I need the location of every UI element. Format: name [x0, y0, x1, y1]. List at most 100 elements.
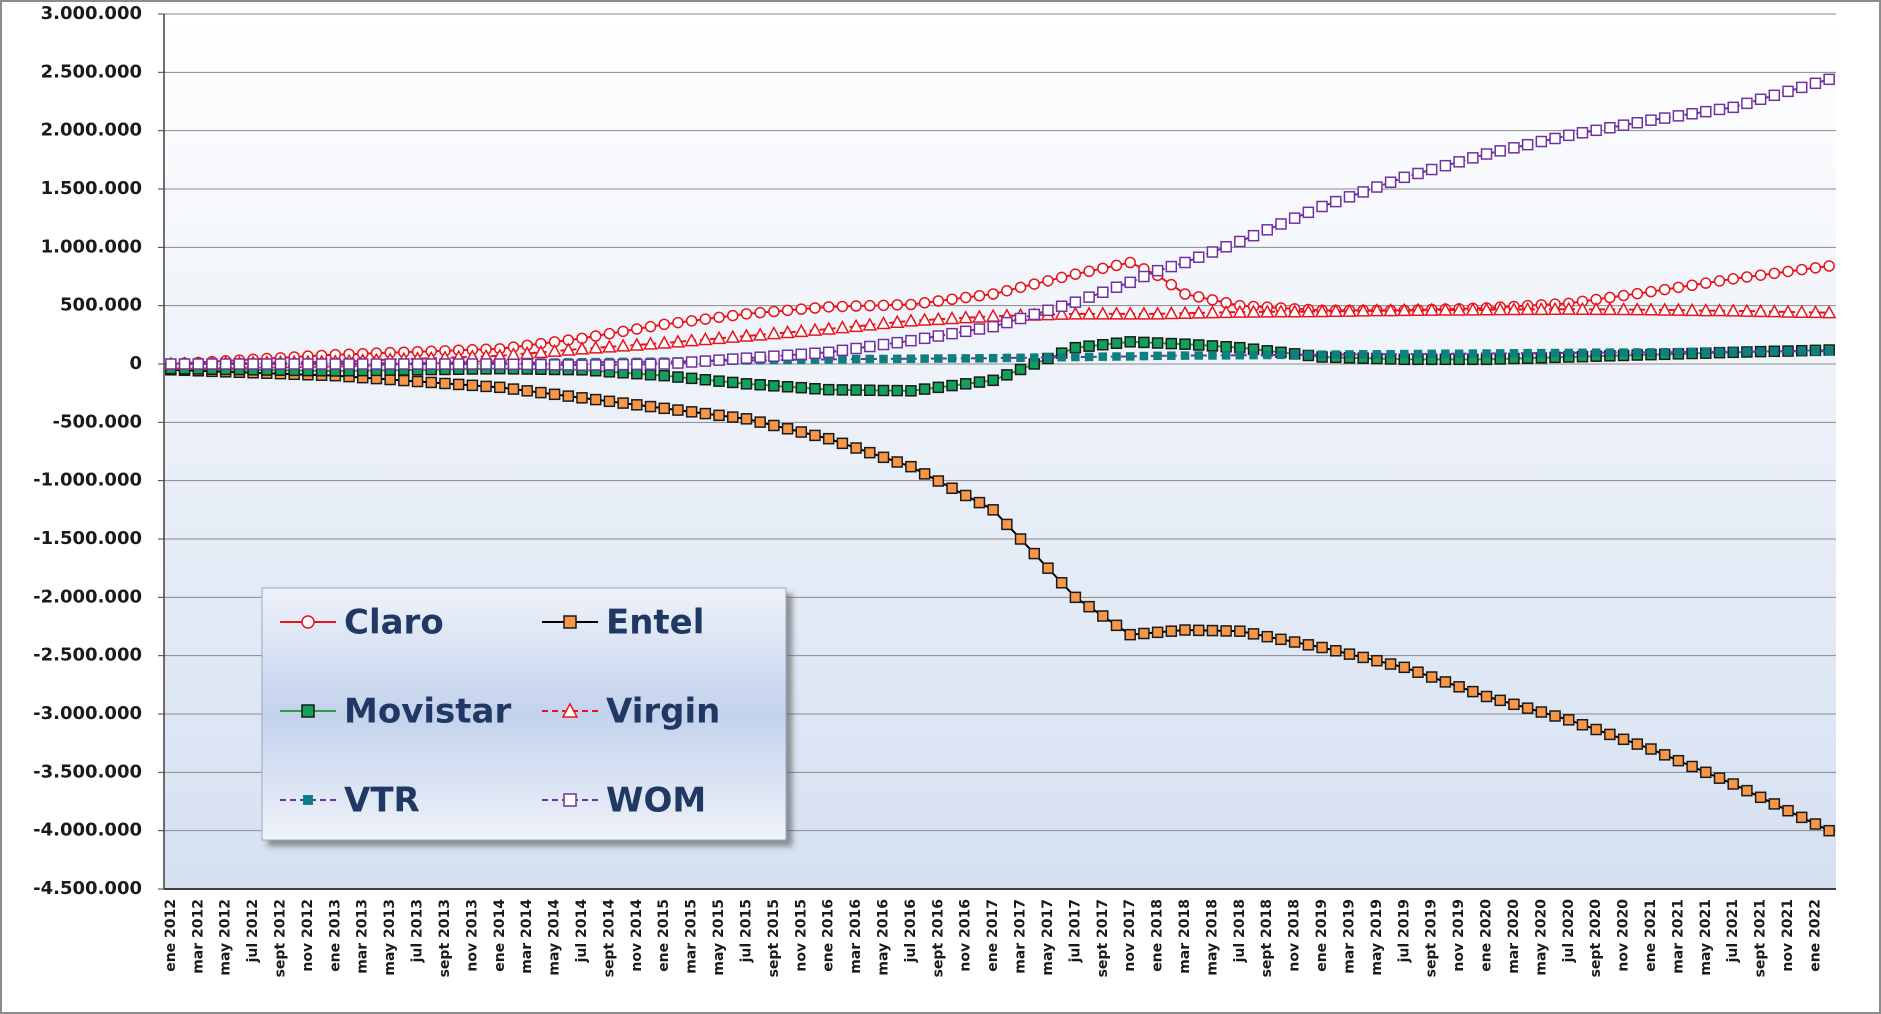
point	[1753, 303, 1768, 318]
point	[411, 375, 424, 388]
point	[1055, 300, 1068, 312]
point	[1124, 256, 1136, 269]
point	[795, 303, 808, 315]
point	[740, 378, 753, 390]
point	[603, 359, 616, 371]
point	[835, 320, 850, 334]
x-tick-label: mar 2021	[1670, 899, 1686, 974]
point	[1508, 698, 1520, 711]
point	[1631, 287, 1644, 300]
point	[1206, 246, 1219, 258]
point	[1139, 351, 1149, 361]
y-tick-label: 1.000.000	[41, 236, 142, 257]
point	[1712, 303, 1727, 317]
point	[1823, 260, 1835, 272]
point	[1617, 733, 1630, 746]
point	[1575, 301, 1590, 316]
point	[1355, 303, 1371, 317]
point	[1220, 340, 1232, 353]
point	[1561, 301, 1577, 315]
x-tick-label: nov 2015	[793, 899, 809, 972]
y-tick-label: -2.500.000	[33, 645, 142, 666]
point	[822, 346, 835, 359]
point	[1823, 824, 1835, 837]
point	[1739, 303, 1755, 317]
point	[1821, 305, 1837, 319]
point	[1055, 271, 1068, 284]
point	[1578, 348, 1587, 358]
point	[658, 369, 670, 382]
point	[617, 358, 629, 371]
x-tick-label: nov 2012	[300, 899, 316, 972]
point	[781, 349, 794, 361]
point	[862, 317, 878, 331]
point	[865, 354, 875, 364]
point	[1672, 754, 1685, 767]
point	[1055, 577, 1068, 589]
point	[603, 327, 616, 340]
x-tick-label: nov 2014	[629, 899, 645, 972]
point	[658, 358, 670, 370]
point	[1028, 278, 1041, 290]
point	[1686, 108, 1698, 120]
point	[1110, 337, 1123, 349]
y-tick-label: -3.500.000	[33, 761, 142, 782]
x-tick-label: sept 2019	[1424, 899, 1440, 977]
point	[329, 358, 342, 370]
point	[562, 390, 575, 402]
point	[1809, 77, 1822, 90]
point	[1482, 349, 1491, 358]
point	[1083, 340, 1095, 352]
point	[836, 384, 849, 396]
point	[1795, 81, 1808, 94]
point	[931, 311, 946, 326]
point	[1671, 302, 1686, 316]
point	[768, 350, 780, 362]
point	[1097, 610, 1109, 622]
x-tick-label: nov 2020	[1616, 899, 1632, 972]
point	[781, 304, 794, 317]
point	[891, 336, 903, 349]
point	[1330, 645, 1342, 657]
point	[906, 354, 916, 363]
point	[507, 383, 520, 395]
x-tick-label: mar 2014	[519, 899, 535, 974]
point	[1083, 600, 1095, 613]
x-tick-label: ene 2016	[821, 899, 837, 972]
point	[946, 327, 958, 340]
point	[739, 328, 754, 342]
point	[1713, 103, 1726, 116]
x-tick-label: jul 2015	[738, 899, 754, 963]
point	[1479, 302, 1494, 316]
point	[658, 318, 670, 331]
point	[1713, 772, 1726, 784]
point	[918, 332, 931, 345]
point	[1042, 562, 1054, 574]
point	[1549, 132, 1561, 145]
point	[1451, 302, 1467, 316]
point	[521, 358, 533, 371]
point	[563, 793, 577, 807]
point	[656, 335, 672, 349]
point	[1302, 639, 1315, 651]
point	[1741, 271, 1753, 283]
point	[905, 298, 917, 311]
point	[356, 358, 369, 370]
point	[959, 378, 972, 390]
point	[1701, 347, 1711, 357]
point	[1797, 347, 1806, 356]
point	[905, 460, 917, 473]
point	[219, 358, 232, 370]
point	[754, 351, 766, 363]
point	[1467, 685, 1479, 698]
point	[1232, 304, 1248, 318]
point	[1398, 661, 1411, 674]
point	[1715, 347, 1724, 357]
point	[1081, 306, 1097, 320]
x-tick-label: may 2017	[1040, 899, 1056, 976]
point	[1521, 702, 1534, 714]
point	[892, 354, 902, 364]
x-tick-label: may 2013	[382, 899, 398, 976]
point	[768, 305, 780, 318]
point	[1273, 304, 1289, 318]
